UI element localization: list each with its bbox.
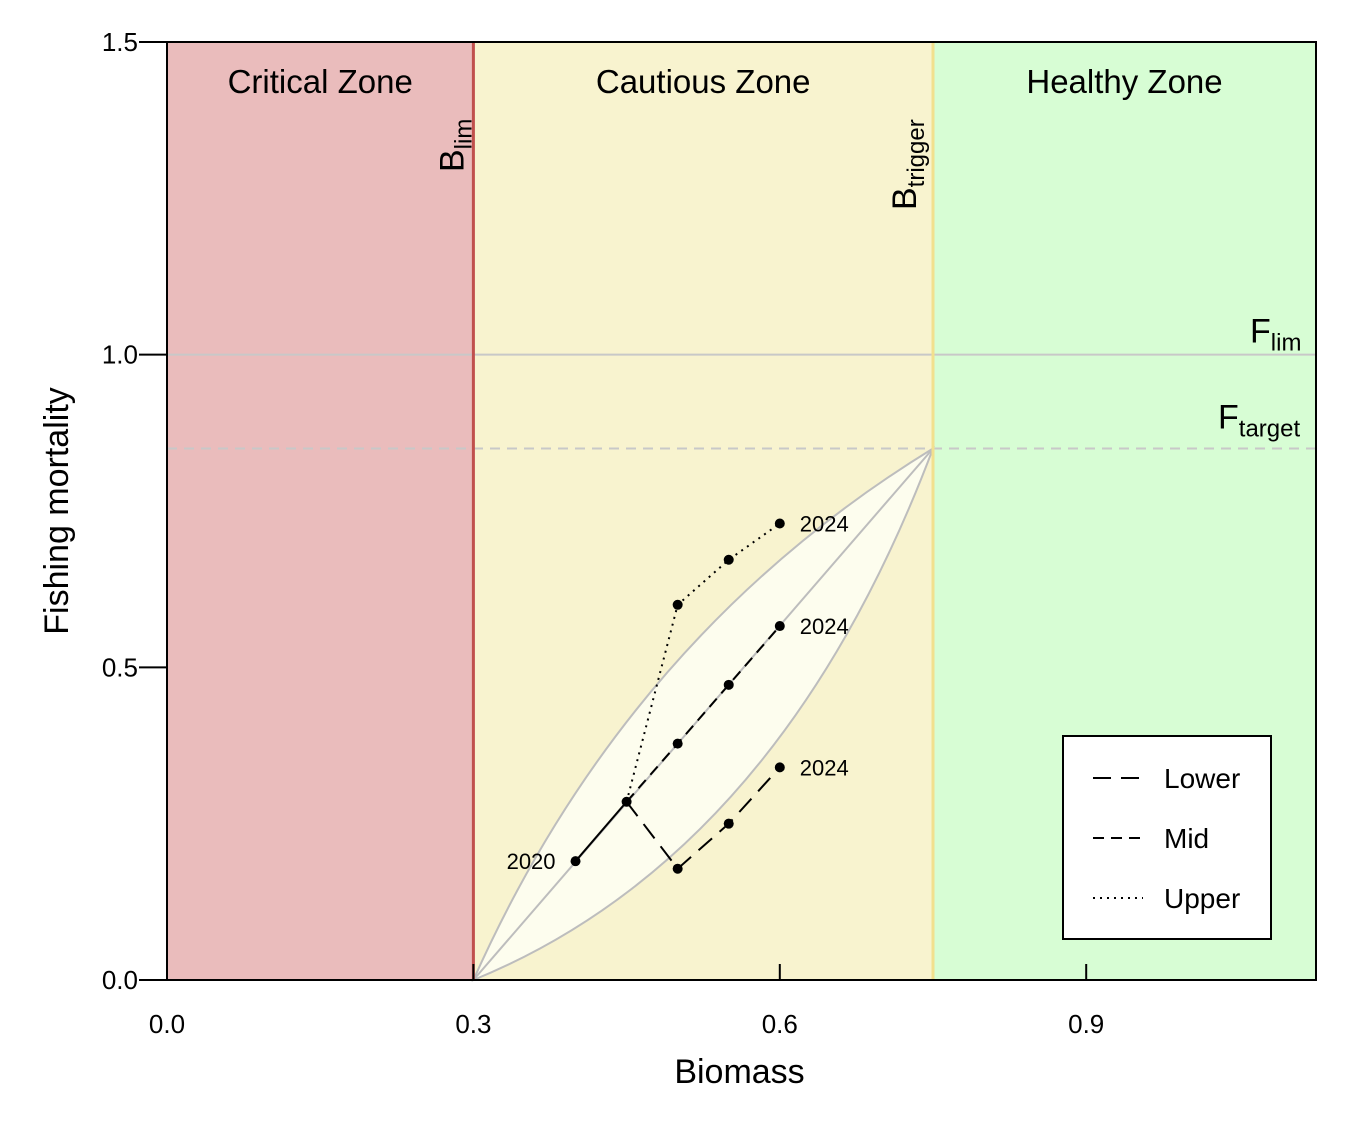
point-mid-3 [774,621,785,632]
point-lower-1 [672,863,683,874]
year-label-lower: 2024 [800,755,849,780]
series-line-upper [625,522,781,803]
critical-zone-label: Critical Zone [228,63,413,100]
point-lower-2 [723,818,734,829]
series-line-mid [625,625,781,803]
y-axis-title: Fishing mortality [38,387,76,635]
year-label-upper: 2024 [800,512,849,537]
point-branch [621,796,632,807]
critical-zone-background [167,42,474,980]
zone-labels: Critical Zone Cautious Zone Healthy Zone [228,63,1223,100]
healthy-zone-label: Healthy Zone [1026,63,1222,100]
x-axis-title: Biomass [674,1053,804,1091]
y-tick-label-1: 0.5 [102,652,138,682]
plot-frame [166,41,1317,981]
f-target-label: Ftarget [1218,398,1300,442]
f-lim-label: Flim [1250,313,1301,357]
shared-segment [574,801,628,862]
legend-label-upper: Upper [1164,883,1240,914]
year-label-mid: 2024 [800,614,849,639]
point-upper-1 [672,599,683,610]
axes: 0.0 0.3 0.6 0.9 0.0 0.5 1.0 1.5 Biomass Fishing m… [38,27,1317,1091]
point-mid-1 [672,738,683,749]
point-lower-3 [774,762,785,773]
y-tick-label-2: 1.0 [102,340,138,370]
x-tick-label-2: 0.6 [762,1009,798,1039]
point-start [570,856,581,867]
point-upper-3 [774,518,785,529]
x-tick-label-0: 0.0 [149,1009,185,1039]
b-lim-label: Blim [433,119,477,172]
point-mid-2 [723,679,734,690]
legend-label-mid: Mid [1164,823,1209,854]
y-tick-label-3: 1.5 [102,27,138,57]
legend-label-lower: Lower [1164,763,1240,794]
year-label-start: 2020 [507,849,556,874]
y-tick-label-0: 0.0 [102,965,138,995]
series-lines: 2024 2024 2024 2020 [507,512,849,875]
reference-lines: Flim Ftarget Blim Btrigger [167,42,1316,980]
point-upper-2 [723,554,734,565]
x-tick-label-3: 0.9 [1068,1009,1104,1039]
cautious-zone-label: Cautious Zone [596,63,811,100]
series-line-lower [625,766,781,871]
legend: Lower Mid Upper [1062,735,1272,940]
b-trigger-label: Btrigger [886,119,930,210]
x-tick-label-1: 0.3 [455,1009,491,1039]
